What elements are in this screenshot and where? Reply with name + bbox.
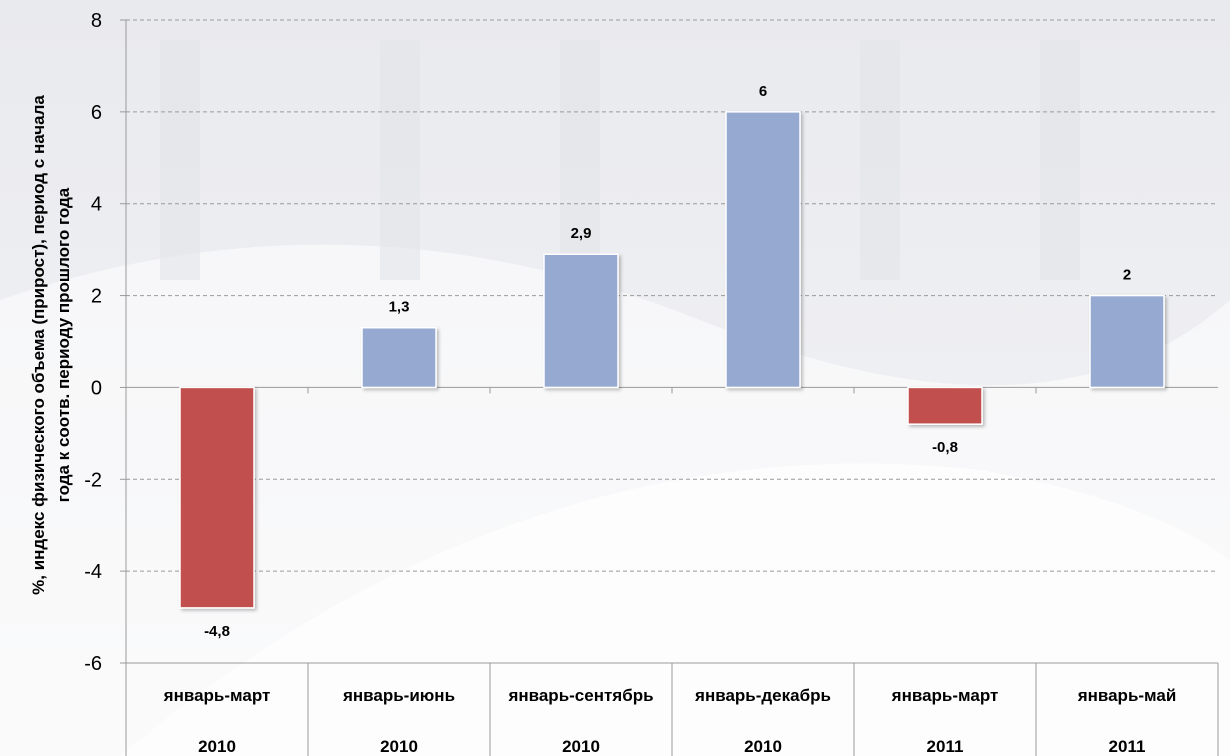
y-tick-label-3: 0 — [91, 377, 102, 399]
bar-3 — [725, 111, 801, 389]
category-label-2-year: 2010 — [562, 737, 600, 756]
bar-5 — [1089, 294, 1165, 389]
y-axis-title-line-2: года к соотв. периоду прошлого года — [54, 187, 73, 502]
bar-1 — [361, 326, 437, 389]
category-label-4-year: 2011 — [927, 737, 964, 756]
data-label-3: 6 — [759, 83, 767, 100]
category-label-5-year: 2011 — [1109, 737, 1146, 756]
data-label-1: 1,3 — [389, 299, 410, 316]
bar-2 — [543, 253, 619, 389]
category-label-4-period: январь-март — [891, 686, 999, 705]
data-label-4: -0,8 — [932, 439, 958, 456]
y-tick-label-7: 8 — [91, 10, 102, 32]
bar-4 — [907, 386, 983, 425]
y-axis-title-line-1: %, индекс физического объема (прирост), … — [29, 95, 48, 595]
category-label-5-period: январь-май — [1077, 686, 1177, 705]
y-tick-label-0: -6 — [84, 653, 102, 675]
data-label-2: 2,9 — [571, 225, 592, 242]
category-label-1-period: январь-июнь — [342, 686, 455, 705]
data-label-0: -4,8 — [204, 623, 230, 640]
data-label-5: 2 — [1123, 267, 1131, 284]
category-label-3-period: январь-декабрь — [694, 686, 831, 705]
category-label-1-year: 2010 — [380, 737, 418, 756]
category-label-0-period: январь-март — [163, 686, 271, 705]
y-tick-label-1: -4 — [84, 561, 102, 583]
category-label-0-year: 2010 — [198, 737, 236, 756]
bars — [179, 111, 1165, 609]
labels: -6 -4 -2 0 2 4 6 8 -4,8 январь-март 2010 1,3 январь-… — [84, 10, 1176, 756]
bar-0 — [179, 386, 255, 609]
y-tick-label-2: -2 — [84, 469, 102, 491]
y-tick-label-4: 2 — [91, 286, 102, 308]
axes — [120, 19, 1219, 756]
y-tick-label-5: 4 — [91, 194, 102, 216]
category-label-3-year: 2010 — [744, 737, 782, 756]
category-label-2-period: январь-сентябрь — [507, 686, 653, 705]
y-tick-label-6: 6 — [91, 102, 102, 124]
